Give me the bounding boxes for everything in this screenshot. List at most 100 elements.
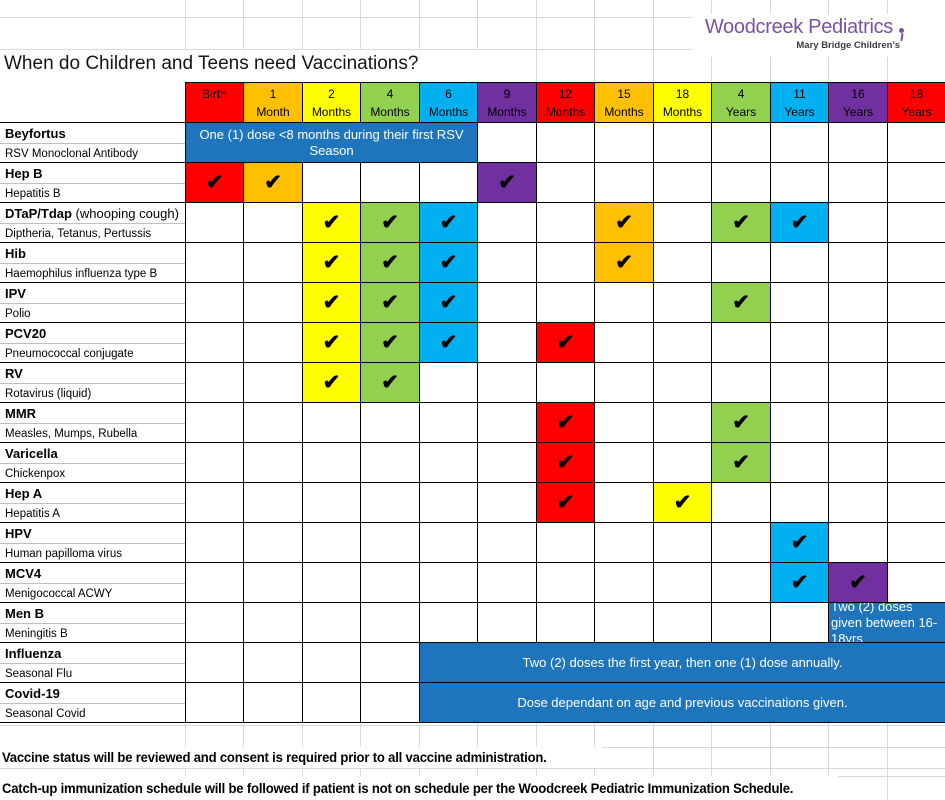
- column-header-line1: 2: [328, 87, 335, 101]
- cell-hep-b-12-months: [536, 162, 595, 203]
- vaccine-name: Hep B: [5, 163, 43, 183]
- column-header-4-months: 4 Months: [360, 82, 420, 123]
- cell-pcv20-4-years: [711, 322, 771, 363]
- vaccine-name-suffix: (whooping cough): [71, 206, 179, 221]
- cell-influenza-4-months: [360, 642, 420, 683]
- row-label-mcv4: MCV4 Menigococcal ACWY: [0, 562, 186, 603]
- logo-tagline: Mary Bridge Children's: [796, 40, 900, 51]
- gridline: [828, 722, 829, 800]
- row-label-varicella: Varicella Chickenpox: [0, 442, 186, 483]
- cell-hpv-11-years: ✔: [770, 522, 829, 563]
- vaccine-name: RV: [5, 363, 23, 383]
- cell-men-b-4-months: [360, 602, 420, 643]
- vaccine-name-text: Hep B: [5, 166, 43, 181]
- banner-men-b: Two (2) doses given between 16-18yrs: [828, 602, 945, 643]
- label-divider: [0, 303, 185, 304]
- cell-hep-a-4-years: [711, 482, 771, 523]
- cell-hpv-18-years: [887, 522, 945, 563]
- cell-hep-b-4-months: [360, 162, 420, 203]
- check-icon: ✔: [615, 211, 633, 234]
- cell-beyfortus-18-years: [887, 122, 945, 163]
- vaccine-name-text: RV: [5, 366, 23, 381]
- column-header-line2: Months: [370, 105, 410, 119]
- cell-pcv20-18-years: [887, 322, 945, 363]
- check-icon: ✔: [322, 291, 341, 314]
- cell-varicella-2-months: [302, 442, 361, 483]
- label-divider: [0, 223, 185, 224]
- cell-hep-a-11-years: [770, 482, 829, 523]
- cell-ipv-18-years: [887, 282, 945, 323]
- label-divider: [0, 383, 185, 384]
- vaccine-subtitle: Human papilloma virus: [5, 548, 122, 560]
- cell-hib-15-months: ✔: [594, 242, 654, 283]
- cell-ipv-11-years: [770, 282, 829, 323]
- note-catchup: Catch-up immunization schedule will be f…: [0, 776, 838, 800]
- column-header-line2: Months: [487, 105, 527, 119]
- banner-text: Two (2) doses given between 16-18yrs: [831, 602, 938, 643]
- cell-hep-b-18-years: [887, 162, 945, 203]
- row-label-ipv: IPV Polio: [0, 282, 186, 323]
- cell-mcv4-1-month: [243, 562, 303, 603]
- vaccine-subtitle: Polio: [5, 308, 31, 320]
- cell-mmr-2-months: [302, 402, 361, 443]
- cell-rv-15-months: [594, 362, 654, 403]
- banner-covid-19: Dose dependant on age and previous vacci…: [419, 682, 945, 723]
- column-header-18-months: 18 Months: [653, 82, 712, 123]
- cell-men-b-15-months: [594, 602, 654, 643]
- cell-ipv-2-months: ✔: [302, 282, 361, 323]
- cell-varicella-4-years: ✔: [711, 442, 771, 483]
- cell-dtap-tdap-18-months: [653, 202, 712, 243]
- label-divider: [0, 703, 185, 704]
- row-label-hep-b: Hep B Hepatitis B: [0, 162, 186, 203]
- cell-men-b-12-months: [536, 602, 595, 643]
- cell-mmr-18-years: [887, 402, 945, 443]
- cell-dtap-tdap-18-years: [887, 202, 945, 243]
- cell-hib-16-years: [828, 242, 888, 283]
- cell-pcv20-16-years: [828, 322, 888, 363]
- column-header-line1: 4: [386, 87, 394, 101]
- cell-hpv-4-months: [360, 522, 420, 563]
- gridline: [0, 768, 945, 769]
- vaccine-name: MCV4: [5, 563, 41, 583]
- gridline: [711, 722, 712, 800]
- note-consent: Vaccine status will be reviewed and cons…: [0, 747, 602, 768]
- check-icon: ✔: [381, 371, 399, 394]
- cell-mcv4-6-months: [419, 562, 478, 603]
- cell-hib-11-years: [770, 242, 829, 283]
- cell-hep-a-18-months: ✔: [653, 482, 712, 523]
- vaccine-name-text: Influenza: [5, 646, 62, 661]
- cell-hep-a-15-months: [594, 482, 654, 523]
- cell-rv-18-years: [887, 362, 945, 403]
- vaccine-name-text: HPV: [5, 526, 32, 541]
- vaccine-name: Men B: [5, 603, 44, 623]
- row-label-hib: Hib Haemophilus influenza type B: [0, 242, 186, 283]
- cell-dtap-tdap-birth: [185, 202, 244, 243]
- cell-hep-a-4-months: [360, 482, 420, 523]
- check-icon: ✔: [264, 171, 282, 194]
- check-icon: ✔: [556, 491, 575, 514]
- cell-rv-11-years: [770, 362, 829, 403]
- cell-mmr-18-months: [653, 402, 712, 443]
- note-catchup-text: Catch-up immunization schedule will be f…: [1, 780, 794, 796]
- label-divider: [0, 463, 185, 464]
- cell-mmr-11-years: [770, 402, 829, 443]
- check-icon: ✔: [322, 251, 341, 274]
- cell-hpv-1-month: [243, 522, 303, 563]
- cell-ipv-1-month: [243, 282, 303, 323]
- cell-men-b-18-months: [653, 602, 712, 643]
- cell-mcv4-4-years: [711, 562, 771, 603]
- vaccine-name-text: MMR: [5, 406, 37, 421]
- cell-varicella-15-months: [594, 442, 654, 483]
- cell-hib-2-months: ✔: [302, 242, 361, 283]
- check-icon: ✔: [849, 571, 867, 594]
- cell-dtap-tdap-4-years: ✔: [711, 202, 771, 243]
- column-header-line1: Birth: [202, 87, 227, 101]
- page-title: When do Children and Teens need Vaccinat…: [4, 53, 419, 74]
- cell-varicella-1-month: [243, 442, 303, 483]
- column-header-line1: 9: [503, 87, 511, 101]
- label-divider: [0, 183, 185, 184]
- row-label-influenza: Influenza Seasonal Flu: [0, 642, 186, 683]
- cell-varicella-4-months: [360, 442, 420, 483]
- gridline: [0, 725, 945, 726]
- vaccine-name-text: MCV4: [5, 566, 42, 581]
